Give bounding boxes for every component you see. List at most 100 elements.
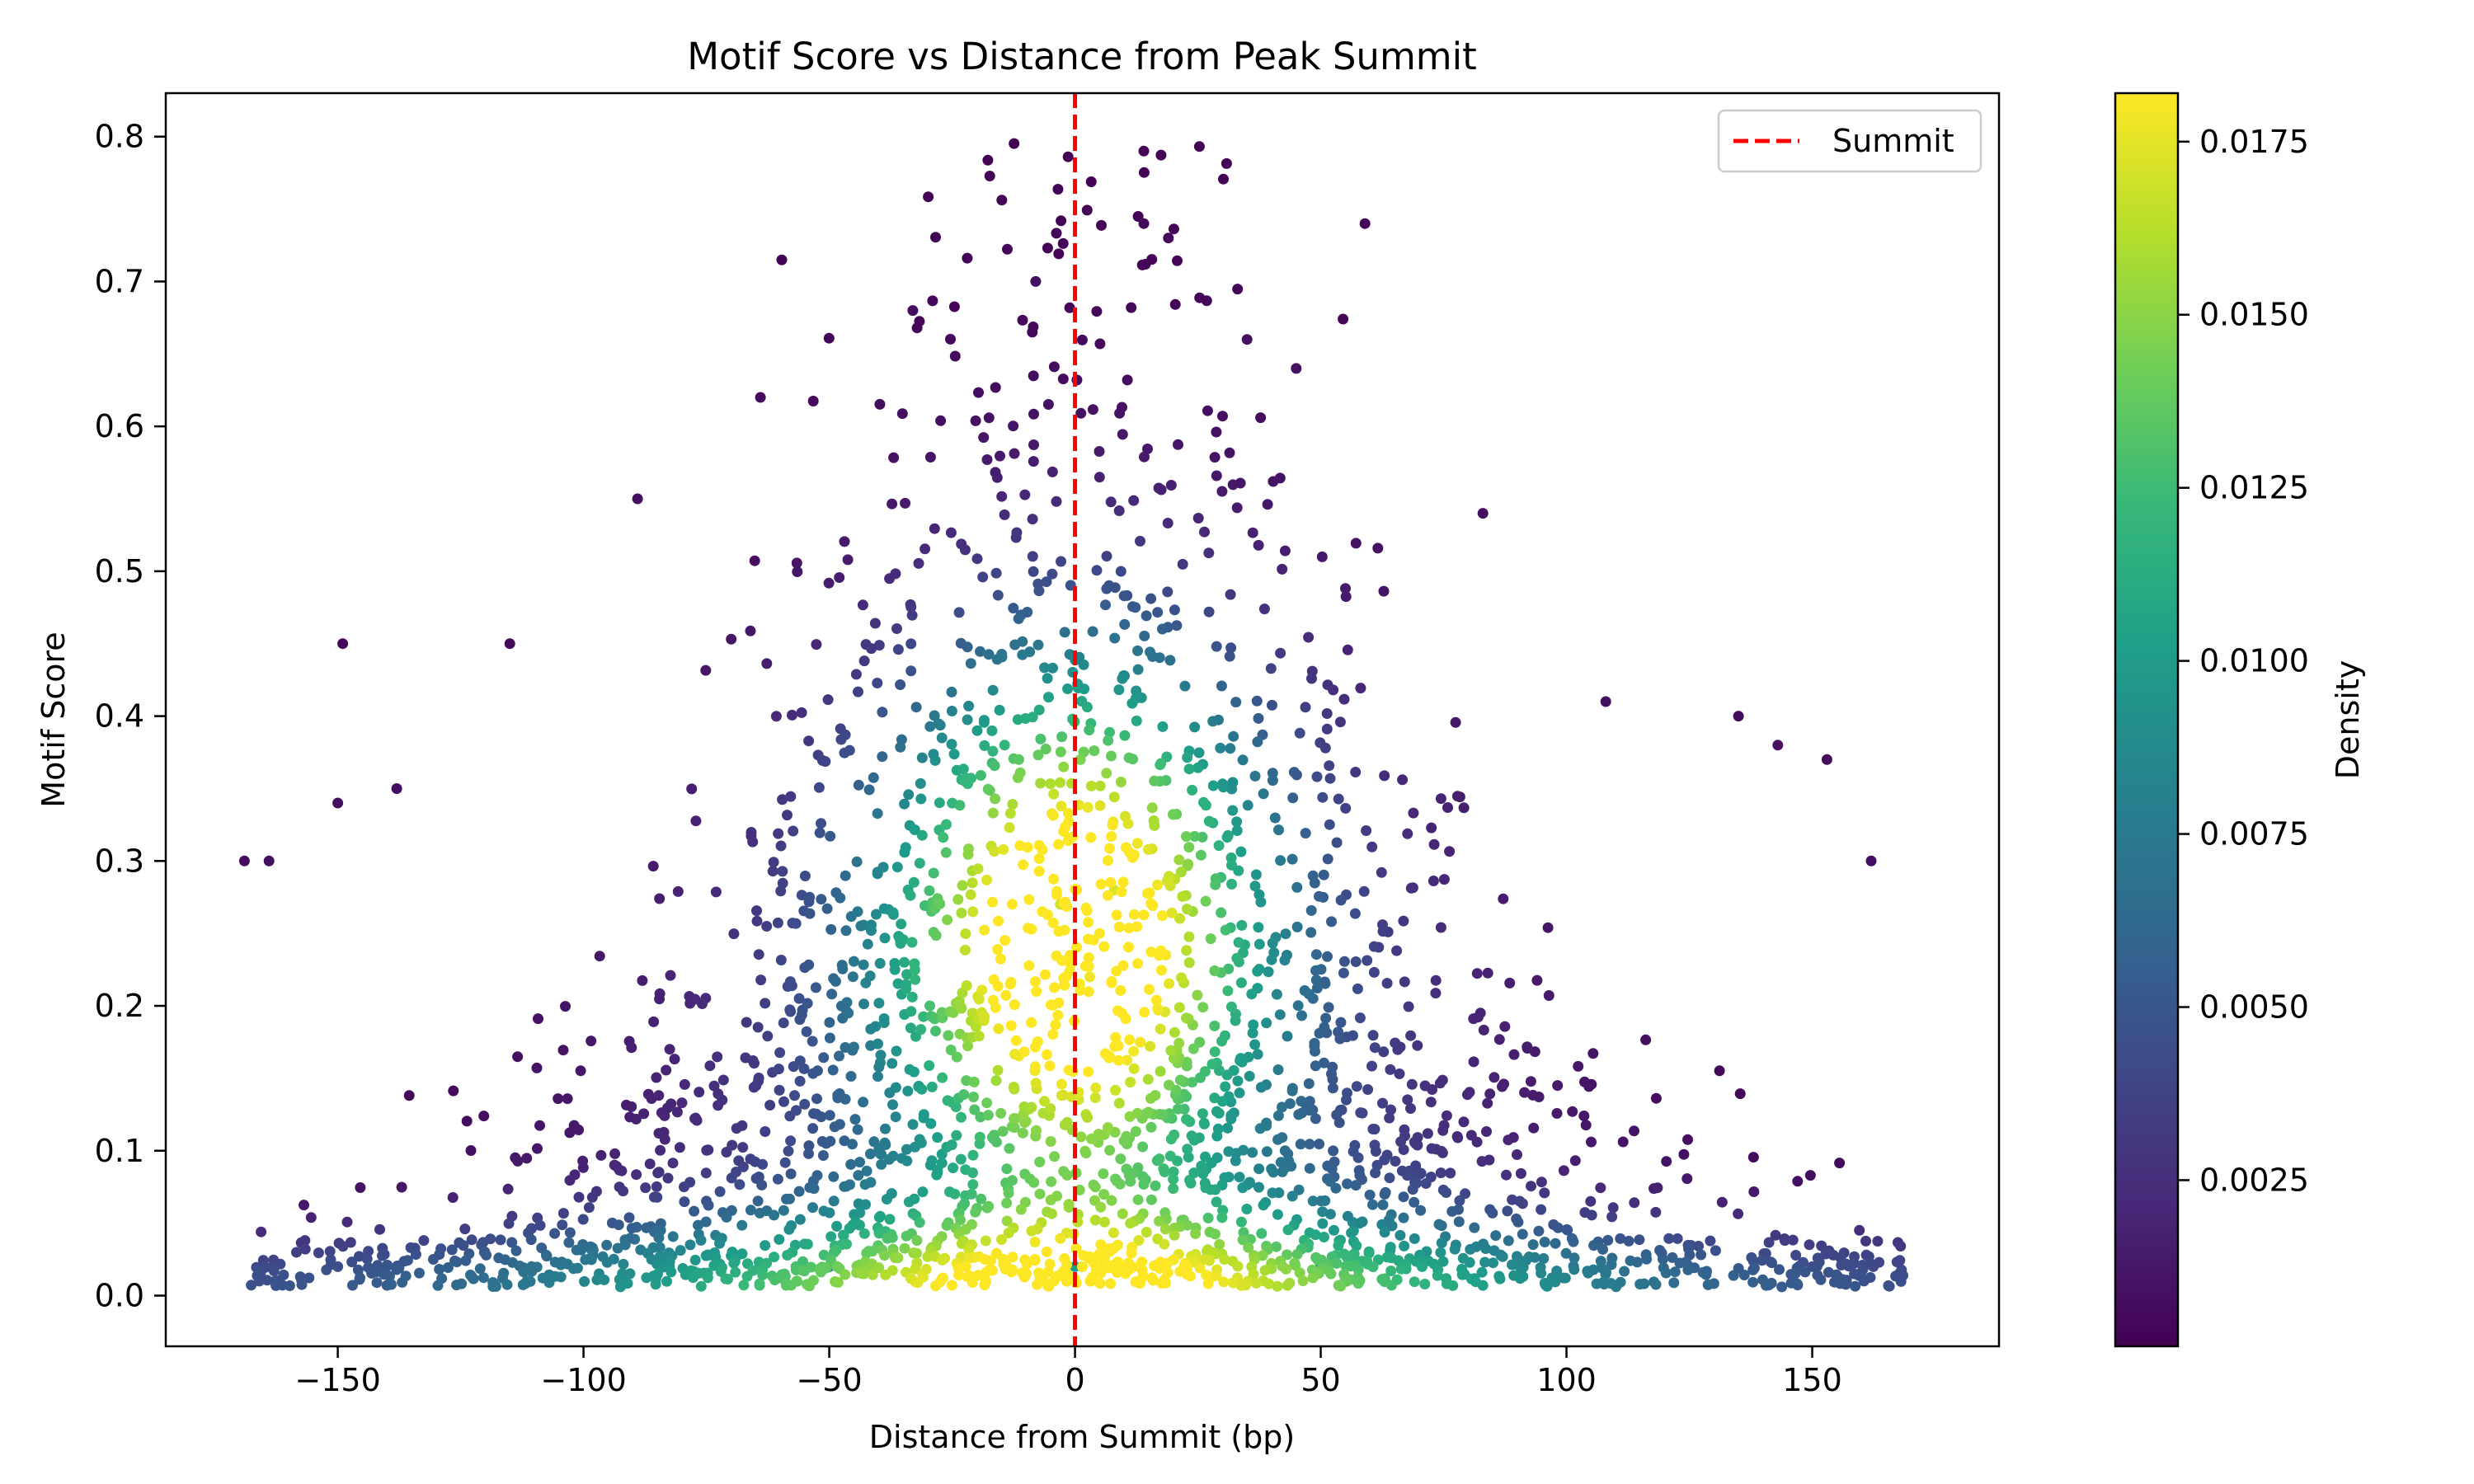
data-point (1123, 923, 1135, 934)
data-point (913, 557, 924, 569)
data-point (1007, 1264, 1018, 1275)
data-point (1528, 1122, 1540, 1134)
data-point (1183, 842, 1195, 853)
data-point (1029, 1237, 1041, 1247)
data-point (1048, 873, 1060, 885)
data-point (653, 1232, 665, 1243)
data-point (946, 706, 957, 716)
data-point (1317, 1218, 1329, 1229)
data-point (1237, 1182, 1249, 1194)
data-point (1059, 979, 1070, 991)
data-point (256, 1226, 267, 1237)
data-point (935, 415, 947, 426)
data-point (1422, 1128, 1433, 1139)
data-point (1203, 606, 1215, 618)
data-point (1872, 1236, 1884, 1247)
x-tick-label: −150 (294, 1362, 380, 1398)
data-point (1539, 1237, 1550, 1247)
data-point (1381, 978, 1393, 989)
data-point (1419, 1279, 1431, 1289)
data-point (1267, 699, 1277, 711)
data-point (1598, 1279, 1610, 1290)
data-point (1089, 745, 1100, 757)
data-point (1246, 989, 1258, 1000)
data-point (324, 1246, 336, 1257)
data-point (1137, 1171, 1149, 1182)
data-point (1310, 974, 1322, 986)
data-point (880, 1123, 891, 1134)
data-point (1311, 771, 1323, 782)
data-point (1310, 965, 1321, 976)
data-point (652, 1167, 664, 1179)
data-point (1241, 1204, 1253, 1214)
data-point (1309, 1037, 1320, 1049)
data-point (1306, 673, 1317, 684)
data-point (834, 572, 845, 583)
data-point (1542, 922, 1554, 933)
data-point (845, 1071, 857, 1082)
data-point (613, 1219, 624, 1231)
data-point (1212, 1123, 1224, 1134)
data-point (1550, 1276, 1561, 1288)
data-point (914, 857, 925, 869)
data-point (890, 1082, 901, 1093)
data-point (1436, 1220, 1447, 1232)
data-point (1452, 1132, 1464, 1144)
data-point (924, 721, 936, 732)
data-point (934, 1276, 946, 1288)
data-point (1095, 1239, 1107, 1251)
data-point (1040, 744, 1051, 754)
data-point (1366, 841, 1378, 852)
data-point (361, 1253, 373, 1265)
data-point (428, 1254, 439, 1265)
data-point (1034, 1156, 1046, 1167)
data-point (341, 1216, 353, 1228)
data-point (1033, 852, 1045, 864)
data-point (1182, 752, 1193, 763)
data-point (1338, 693, 1350, 705)
data-point (640, 1182, 651, 1194)
data-point (1131, 838, 1143, 849)
data-point (721, 1211, 732, 1223)
data-point (521, 1153, 533, 1164)
data-point (948, 1007, 959, 1018)
data-point (1182, 1262, 1193, 1274)
data-point (1008, 420, 1019, 432)
data-point (1220, 1081, 1231, 1092)
data-point (1165, 480, 1177, 491)
data-point (1058, 761, 1070, 773)
data-point (1023, 960, 1035, 971)
data-point (868, 772, 879, 783)
data-point (832, 1277, 844, 1288)
data-point (1497, 1251, 1508, 1262)
data-point (768, 857, 779, 868)
data-point (1625, 1255, 1636, 1266)
data-point (1194, 1262, 1206, 1274)
data-point (975, 646, 985, 657)
data-point (1403, 1001, 1414, 1012)
data-point (1265, 663, 1277, 674)
data-point (879, 932, 891, 944)
data-point (891, 623, 902, 634)
data-point (865, 1176, 877, 1188)
data-point (1409, 1276, 1420, 1288)
data-point (979, 1011, 990, 1022)
data-point (1451, 791, 1463, 802)
data-point (650, 1279, 661, 1290)
data-point (840, 925, 852, 937)
data-point (712, 1051, 723, 1063)
data-point (905, 601, 917, 613)
data-point (1115, 566, 1126, 577)
colorbar-tick-label: 0.0025 (2199, 1162, 2309, 1198)
data-point (1216, 1212, 1228, 1223)
data-point (1007, 799, 1018, 810)
data-point (612, 1242, 623, 1254)
data-point (1211, 1106, 1222, 1117)
data-point (1536, 1176, 1547, 1188)
data-point (1103, 890, 1113, 901)
data-point (410, 1249, 421, 1260)
data-point (889, 964, 901, 975)
data-point (1181, 904, 1192, 915)
data-point (749, 555, 760, 566)
data-point (524, 1275, 536, 1287)
